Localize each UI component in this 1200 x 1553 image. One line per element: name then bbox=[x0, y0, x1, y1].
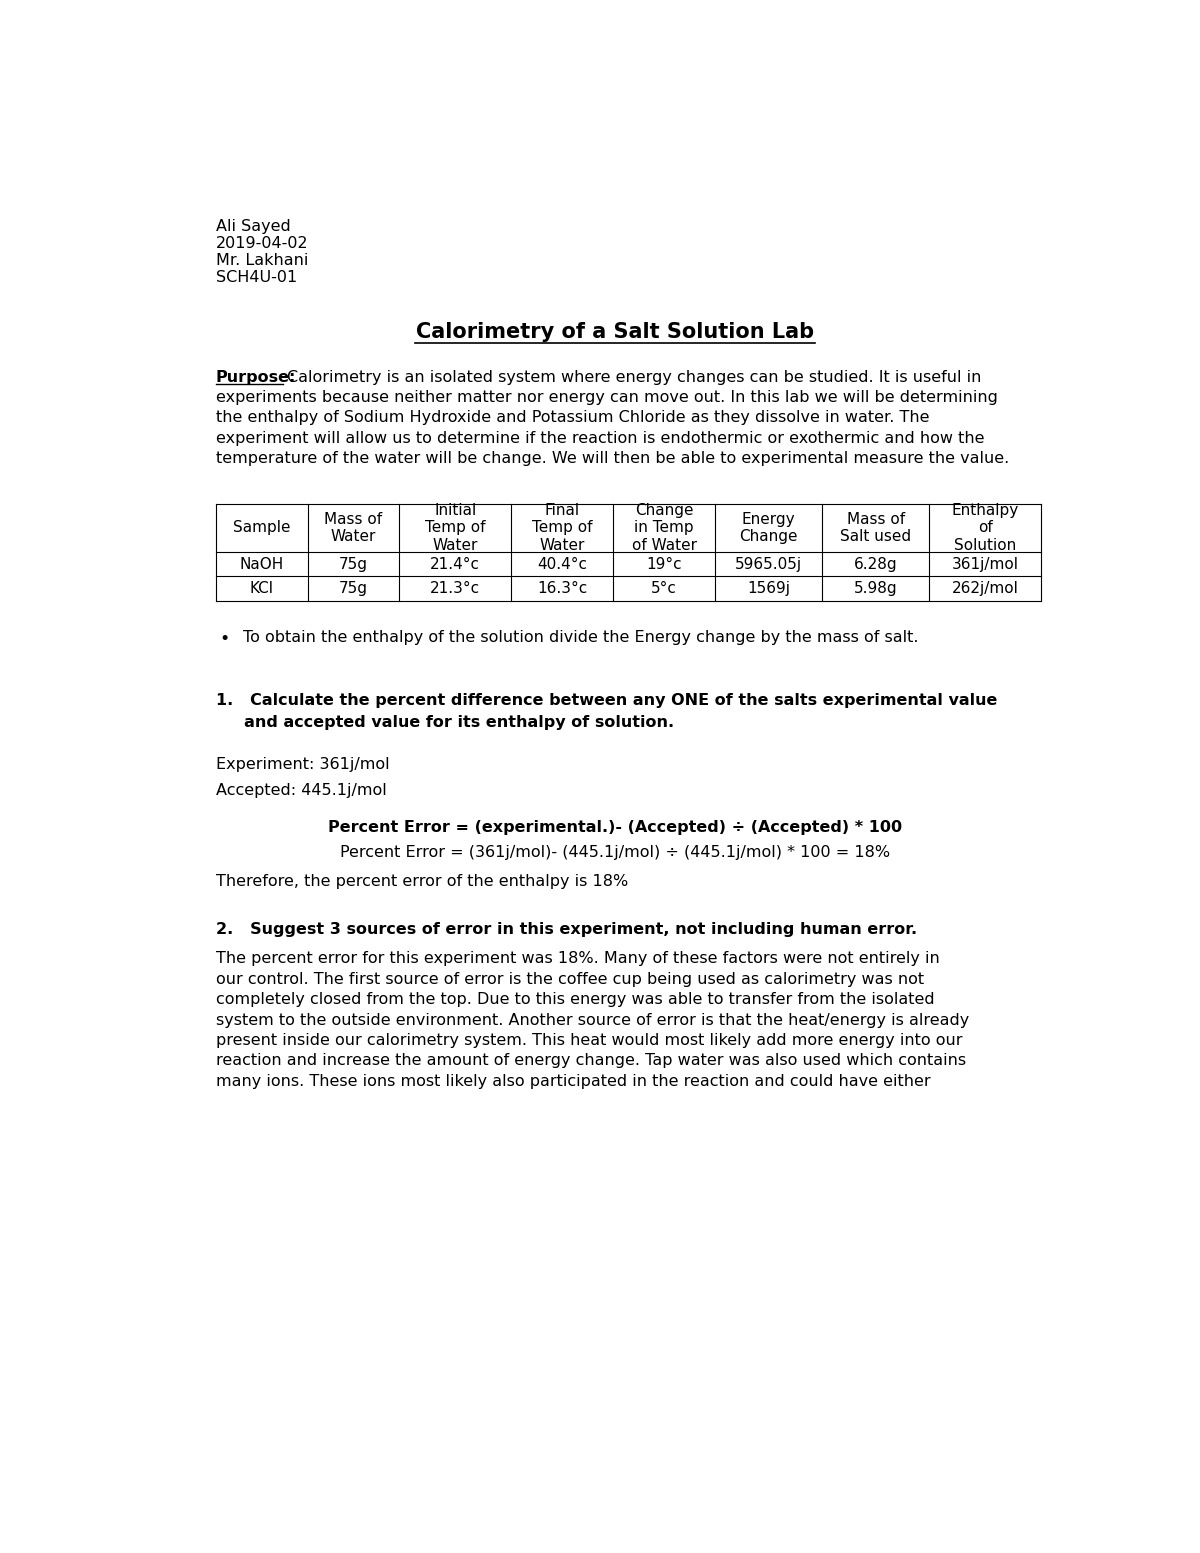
Text: and accepted value for its enthalpy of solution.: and accepted value for its enthalpy of s… bbox=[216, 714, 674, 730]
Text: 1.   Calculate the percent difference between any ONE of the salts experimental : 1. Calculate the percent difference betw… bbox=[216, 693, 997, 708]
Text: Mass of
Water: Mass of Water bbox=[324, 511, 383, 544]
Text: 21.4°c: 21.4°c bbox=[431, 556, 480, 572]
Text: •: • bbox=[220, 631, 230, 648]
Text: Therefore, the percent error of the enthalpy is 18%: Therefore, the percent error of the enth… bbox=[216, 874, 628, 890]
Text: 40.4°c: 40.4°c bbox=[538, 556, 587, 572]
Text: Final
Temp of
Water: Final Temp of Water bbox=[532, 503, 593, 553]
Text: Calorimetry of a Salt Solution Lab: Calorimetry of a Salt Solution Lab bbox=[416, 321, 814, 342]
Text: completely closed from the top. Due to this energy was able to transfer from the: completely closed from the top. Due to t… bbox=[216, 992, 935, 1008]
Text: temperature of the water will be change. We will then be able to experimental me: temperature of the water will be change.… bbox=[216, 452, 1009, 466]
Text: 21.3°c: 21.3°c bbox=[431, 581, 480, 596]
Text: The percent error for this experiment was 18%. Many of these factors were not en: The percent error for this experiment wa… bbox=[216, 952, 940, 966]
Text: reaction and increase the amount of energy change. Tap water was also used which: reaction and increase the amount of ener… bbox=[216, 1053, 966, 1068]
Text: Mr. Lakhani: Mr. Lakhani bbox=[216, 253, 308, 269]
Text: NaOH: NaOH bbox=[240, 556, 284, 572]
Text: KCl: KCl bbox=[250, 581, 274, 596]
Text: Accepted: 445.1j/mol: Accepted: 445.1j/mol bbox=[216, 783, 386, 798]
Text: Ali Sayed: Ali Sayed bbox=[216, 219, 290, 235]
Text: experiments because neither matter nor energy can move out. In this lab we will : experiments because neither matter nor e… bbox=[216, 390, 997, 405]
Text: Experiment: 361j/mol: Experiment: 361j/mol bbox=[216, 758, 390, 772]
Text: Percent Error = (experimental.)- (Accepted) ÷ (Accepted) * 100: Percent Error = (experimental.)- (Accept… bbox=[328, 820, 902, 834]
Text: 1569j: 1569j bbox=[748, 581, 790, 596]
Text: Initial
Temp of
Water: Initial Temp of Water bbox=[425, 503, 486, 553]
Text: 5965.05j: 5965.05j bbox=[736, 556, 803, 572]
Text: 5.98g: 5.98g bbox=[854, 581, 898, 596]
Text: present inside our calorimetry system. This heat would most likely add more ener: present inside our calorimetry system. T… bbox=[216, 1033, 962, 1048]
Text: Enthalpy
of
Solution: Enthalpy of Solution bbox=[952, 503, 1019, 553]
Text: 361j/mol: 361j/mol bbox=[952, 556, 1019, 572]
Text: experiment will allow us to determine if the reaction is endothermic or exotherm: experiment will allow us to determine if… bbox=[216, 430, 984, 446]
Text: the enthalpy of Sodium Hydroxide and Potassium Chloride as they dissolve in wate: the enthalpy of Sodium Hydroxide and Pot… bbox=[216, 410, 929, 426]
Text: system to the outside environment. Another source of error is that the heat/ener: system to the outside environment. Anoth… bbox=[216, 1013, 970, 1028]
Text: Percent Error = (361j/mol)- (445.1j/mol) ÷ (445.1j/mol) * 100 = 18%: Percent Error = (361j/mol)- (445.1j/mol)… bbox=[340, 845, 890, 860]
Text: Energy
Change: Energy Change bbox=[739, 511, 798, 544]
Text: To obtain the enthalpy of the solution divide the Energy change by the mass of s: To obtain the enthalpy of the solution d… bbox=[242, 631, 918, 644]
Text: 75g: 75g bbox=[338, 581, 368, 596]
Text: Purpose:: Purpose: bbox=[216, 370, 296, 385]
Text: Mass of
Salt used: Mass of Salt used bbox=[840, 511, 911, 544]
Text: 16.3°c: 16.3°c bbox=[538, 581, 588, 596]
Text: 2.   Suggest 3 sources of error in this experiment, not including human error.: 2. Suggest 3 sources of error in this ex… bbox=[216, 922, 917, 936]
Text: 5°c: 5°c bbox=[652, 581, 677, 596]
Text: 6.28g: 6.28g bbox=[854, 556, 898, 572]
Text: 2019-04-02: 2019-04-02 bbox=[216, 236, 308, 252]
Text: 19°c: 19°c bbox=[647, 556, 682, 572]
Text: Calorimetry is an isolated system where energy changes can be studied. It is use: Calorimetry is an isolated system where … bbox=[287, 370, 982, 385]
Text: SCH4U-01: SCH4U-01 bbox=[216, 270, 298, 286]
Text: 262j/mol: 262j/mol bbox=[952, 581, 1019, 596]
Text: many ions. These ions most likely also participated in the reaction and could ha: many ions. These ions most likely also p… bbox=[216, 1073, 930, 1089]
Text: 75g: 75g bbox=[338, 556, 368, 572]
Text: Sample: Sample bbox=[233, 520, 290, 536]
Text: Change
in Temp
of Water: Change in Temp of Water bbox=[631, 503, 697, 553]
Text: our control. The first source of error is the coffee cup being used as calorimet: our control. The first source of error i… bbox=[216, 972, 924, 986]
